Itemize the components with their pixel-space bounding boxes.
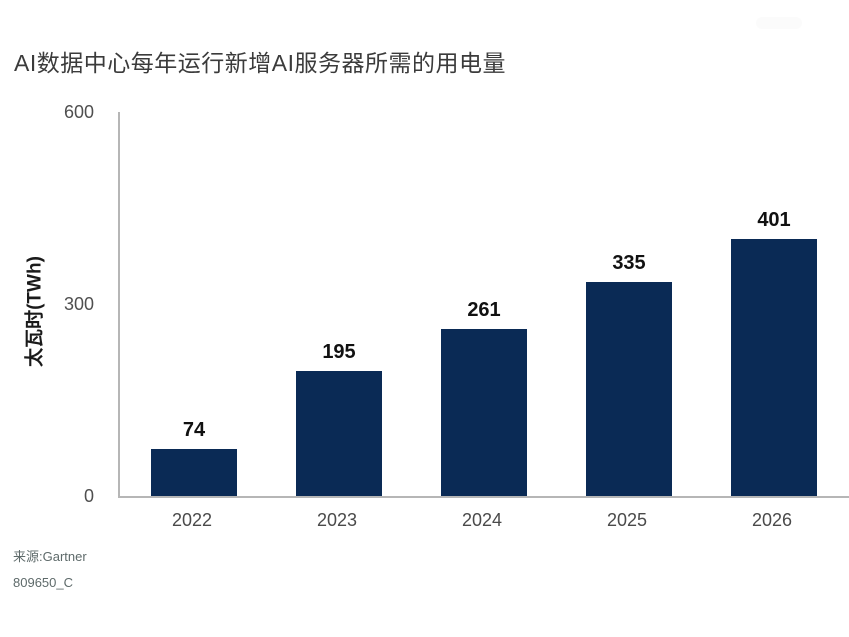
bar-value-label: 401 xyxy=(757,209,791,232)
bar-value-label: 335 xyxy=(612,251,646,274)
source-note: 来源:Gartner 809650_C xyxy=(13,544,87,596)
x-axis-label-2022: 2022 xyxy=(171,510,213,530)
y-tick-label: 0 xyxy=(83,486,94,506)
bar-2026 xyxy=(731,239,817,496)
y-axis-tick-labels: 0 300 600 xyxy=(50,102,106,506)
source-line: 来源:Gartner xyxy=(13,549,87,564)
plot-area: 74 195 261 335 401 xyxy=(118,112,849,498)
bar-value-label: 261 xyxy=(467,298,501,321)
bar-value-label: 195 xyxy=(322,341,356,364)
y-tick-label: 600 xyxy=(63,102,94,122)
y-tick-label: 300 xyxy=(63,294,94,314)
bar-2023 xyxy=(296,371,382,496)
x-axis-labels: 2022 2023 2024 2025 2026 xyxy=(118,510,847,536)
bar-2024 xyxy=(441,328,527,496)
x-axis-label-2024: 2024 xyxy=(461,510,503,530)
chart-id: 809650_C xyxy=(13,575,73,590)
bar-2022 xyxy=(151,448,237,496)
bar-2025 xyxy=(586,281,672,496)
x-axis-label-2025: 2025 xyxy=(606,510,648,530)
bar-value-label: 74 xyxy=(182,418,206,441)
x-axis-label-2023: 2023 xyxy=(316,510,358,530)
x-axis-label-2026: 2026 xyxy=(751,510,793,530)
y-axis-label: 太瓦时(TWh) xyxy=(24,256,46,367)
chart-title: AI数据中心每年运行新增AI服务器所需的用电量 xyxy=(14,50,506,76)
faint-smudge xyxy=(756,17,802,29)
